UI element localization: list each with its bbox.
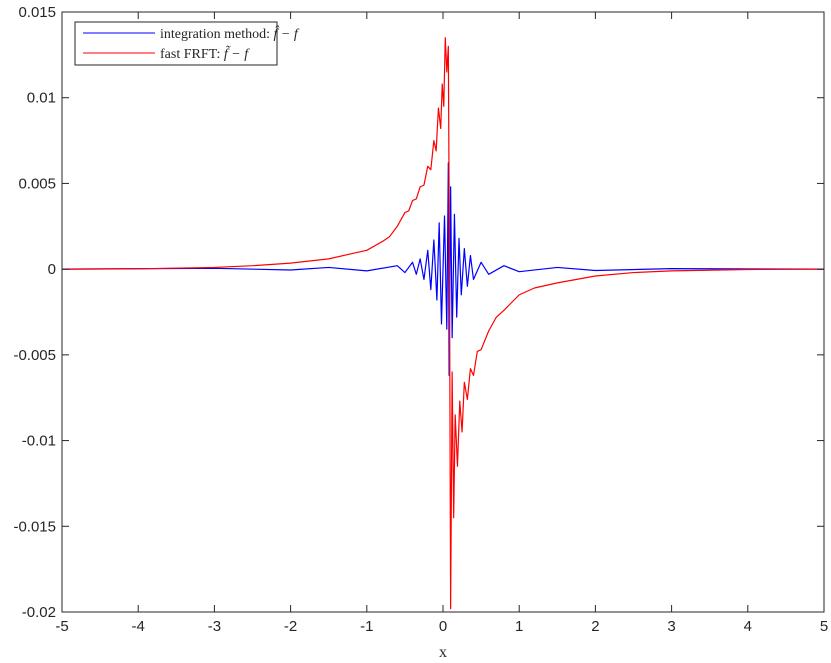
- axis-ticks: -5 -4 -3 -2 -1 0 1 2 3 4 5 -0.02 -0.015 -0.01 -0.005 0 0…: [13, 4, 828, 635]
- x-tick-label: -2: [284, 618, 297, 635]
- x-tick-label: 0: [439, 618, 447, 635]
- plot-area: [61, 37, 825, 610]
- series-line-1: [61, 37, 825, 610]
- x-tick-label: 3: [667, 618, 675, 635]
- legend-label-integration: integration method: f̂ − f: [160, 25, 300, 42]
- x-tick-label: -1: [360, 618, 373, 635]
- x-tick-label: -5: [55, 618, 68, 635]
- legend: integration method: f̂ − f fast FRFT: f̃…: [74, 21, 300, 66]
- x-tick-label: 2: [591, 618, 599, 635]
- x-tick-label: -4: [132, 618, 145, 635]
- series-line-0: [61, 162, 825, 377]
- x-tick-label: -3: [208, 618, 221, 635]
- legend-box: [74, 21, 278, 66]
- y-tick-label: 0.015: [18, 4, 56, 21]
- y-tick-label: 0.01: [27, 90, 56, 107]
- y-tick-label: 0: [48, 261, 56, 278]
- x-tick-label: 5: [820, 618, 828, 635]
- y-tick-label: -0.02: [22, 604, 56, 621]
- x-axis-label: x: [439, 644, 447, 661]
- y-tick-label: -0.01: [22, 433, 56, 450]
- legend-label-text: integration method:: [160, 27, 274, 42]
- legend-label-math: f̃ − f: [224, 45, 250, 62]
- x-tick-label: 4: [744, 618, 752, 635]
- x-tick-label: 1: [515, 618, 523, 635]
- legend-label-frft: fast FRFT: f̃ − f: [160, 45, 250, 62]
- y-tick-label: 0.005: [18, 175, 56, 192]
- legend-label-math: f̂ − f: [274, 25, 300, 42]
- y-tick-label: -0.005: [13, 347, 56, 364]
- y-tick-label: -0.015: [13, 518, 56, 535]
- legend-label-text: fast FRFT:: [160, 47, 224, 62]
